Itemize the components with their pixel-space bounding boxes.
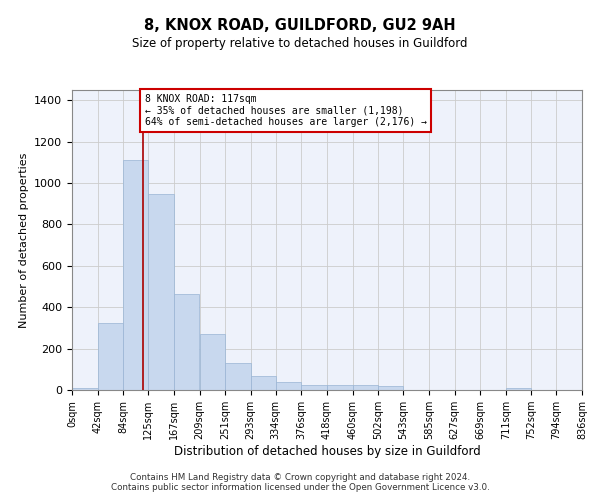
Y-axis label: Number of detached properties: Number of detached properties bbox=[19, 152, 29, 328]
Bar bbox=[174, 294, 199, 390]
Bar bbox=[378, 386, 403, 390]
X-axis label: Distribution of detached houses by size in Guildford: Distribution of detached houses by size … bbox=[173, 445, 481, 458]
Text: 8 KNOX ROAD: 117sqm
← 35% of detached houses are smaller (1,198)
64% of semi-det: 8 KNOX ROAD: 117sqm ← 35% of detached ho… bbox=[145, 94, 427, 128]
Bar bbox=[98, 323, 123, 390]
Bar bbox=[353, 385, 378, 390]
Bar bbox=[327, 385, 353, 390]
Bar bbox=[251, 376, 276, 390]
Bar bbox=[276, 382, 301, 390]
Bar bbox=[123, 160, 148, 390]
Bar bbox=[301, 386, 327, 390]
Bar bbox=[148, 194, 174, 390]
Text: Contains HM Land Registry data © Crown copyright and database right 2024.
Contai: Contains HM Land Registry data © Crown c… bbox=[110, 473, 490, 492]
Bar bbox=[225, 363, 251, 390]
Text: 8, KNOX ROAD, GUILDFORD, GU2 9AH: 8, KNOX ROAD, GUILDFORD, GU2 9AH bbox=[144, 18, 456, 32]
Text: Size of property relative to detached houses in Guildford: Size of property relative to detached ho… bbox=[132, 38, 468, 51]
Bar bbox=[199, 334, 225, 390]
Bar bbox=[72, 388, 98, 390]
Bar bbox=[506, 388, 531, 390]
